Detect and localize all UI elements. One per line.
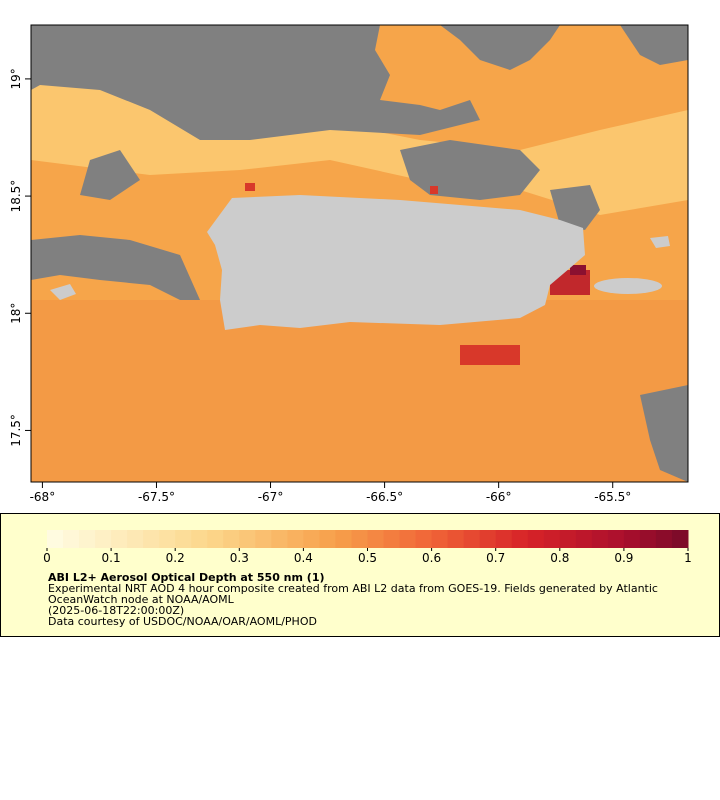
colorbar-step [63,530,80,548]
y-tick-label: 18.5° [9,180,23,213]
x-tick-label: -67° [258,490,284,504]
colorbar-step [591,530,609,548]
colorbar-step [111,530,128,548]
colorbar-step [143,530,160,548]
x-tick-label: -66.5° [366,490,403,504]
colorbar-step [431,530,449,548]
high-aod [245,183,255,191]
x-tick-label: -65.5° [594,490,631,504]
colorbar-tick-label: 0 [43,551,51,565]
no-data [550,185,600,230]
land [594,278,662,294]
colorbar-step [255,530,272,548]
colorbar-step [287,530,304,548]
colorbar-step [175,530,192,548]
high-aod [430,186,438,194]
land [207,195,585,330]
colorbar-step [575,530,593,548]
no-data [640,385,688,482]
high-aod [460,345,520,365]
colorbar-tick-label: 0.4 [294,551,313,565]
colorbar-step [271,530,288,548]
colorbar-tick-label: 0.8 [550,551,569,565]
colorbar-step [543,530,561,548]
colorbar-step [239,530,256,548]
y-tick-label: 19° [9,68,23,89]
no-data [620,25,688,65]
no-data [400,140,540,200]
x-tick-label: -68° [30,490,56,504]
high-aod [570,265,586,275]
colorbar-step [463,530,481,548]
colorbar-step [95,530,112,548]
colorbar-step [479,530,497,548]
colorbar-tick-label: 0.9 [614,551,633,565]
colorbar-step [495,530,513,548]
no-data [80,150,140,200]
colorbar-step [367,530,385,548]
colorbar-tick-label: 0.3 [230,551,249,565]
colorbar-tick-label: 0.1 [102,551,121,565]
y-tick-label: 18° [9,303,23,324]
colorbar-step [335,530,352,548]
colorbar-step [639,530,657,548]
colorbar-tick-label: 0.7 [486,551,505,565]
colorbar-step [223,530,240,548]
colorbar-step [527,530,545,548]
legend-line: OceanWatch node at NOAA/AOML [48,593,235,606]
colorbar-step [303,530,320,548]
colorbar-step [79,530,96,548]
legend-line: Experimental NRT AOD 4 hour composite cr… [48,582,658,595]
colorbar-step [127,530,144,548]
colorbar-step [319,530,336,548]
colorbar-tick-label: 0.5 [358,551,377,565]
no-data [31,235,200,300]
x-tick-label: -67.5° [138,490,175,504]
colorbar-tick-label: 1 [684,551,692,565]
colorbar-step [671,530,689,548]
colorbar-step [191,530,208,548]
colorbar-step [207,530,224,548]
colorbar-step [655,530,673,548]
colorbar-step [511,530,529,548]
colorbar-tick-label: 0.6 [422,551,441,565]
ocean-aod-south [31,300,688,482]
map-field [31,25,688,482]
x-tick-label: -66° [486,490,512,504]
colorbar-step [623,530,641,548]
legend-line: (2025-06-18T22:00:00Z) [48,604,184,617]
colorbar-tick-label: 0.2 [166,551,185,565]
colorbar-step [383,530,401,548]
legend-title: ABI L2+ Aerosol Optical Depth at 550 nm … [48,571,325,584]
legend-line: Data courtesy of USDOC/NOAA/OAR/AOML/PHO… [48,615,317,628]
colorbar-step [47,530,64,548]
colorbar-step [415,530,433,548]
plot-frame [30,24,689,483]
no-data [440,25,560,70]
colorbar-step [447,530,465,548]
colorbar-step [159,530,176,548]
land [650,236,670,248]
colorbar-step [559,530,577,548]
no-data [31,25,480,140]
land [50,284,76,300]
colorbar-step [351,530,368,548]
colorbar-step [607,530,625,548]
y-tick-label: 17.5° [9,414,23,447]
colorbar-step [399,530,417,548]
